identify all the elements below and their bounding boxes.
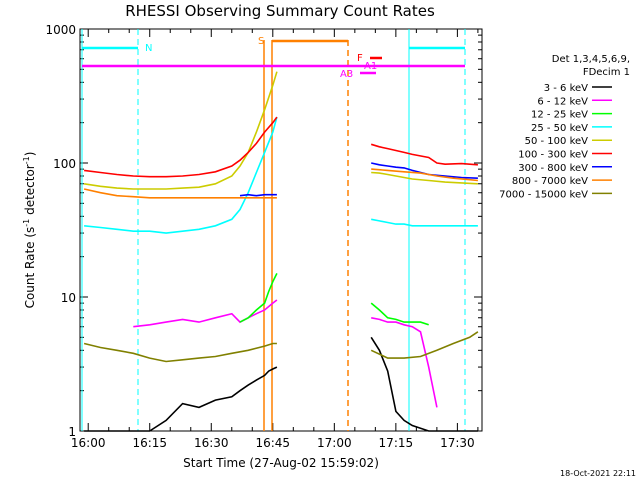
marker-lines xyxy=(81,29,466,431)
annotation-a1: A1 xyxy=(364,61,377,72)
annotation-f: F xyxy=(357,53,363,64)
legend-label: 100 - 300 keV xyxy=(518,150,588,161)
series-line xyxy=(84,116,278,234)
legend-label: 25 - 50 keV xyxy=(531,123,588,134)
series-line xyxy=(239,193,277,197)
series-line-after-gap xyxy=(371,168,478,182)
series-line xyxy=(83,116,278,178)
series-line xyxy=(83,188,277,199)
series-line-after-gap xyxy=(370,336,478,432)
legend-label: 7000 - 15000 keV xyxy=(499,189,588,200)
x-tick-label: 16:30 xyxy=(194,436,229,450)
y-tick-label: 1 xyxy=(68,425,76,439)
legend-label: 800 - 7000 keV xyxy=(512,176,588,187)
y-tick-label: 1000 xyxy=(45,23,76,37)
series-line-after-gap xyxy=(370,143,478,166)
annotation-labels: N S F A1 A3 xyxy=(145,36,377,80)
x-axis-label: Start Time (27-Aug-02 15:59:02) xyxy=(183,456,379,470)
data-series xyxy=(83,71,479,432)
y-axis-label: Count Rate (s-1 detector-1) xyxy=(22,152,37,309)
flag-bars xyxy=(82,39,465,75)
series-line-after-gap xyxy=(371,317,438,408)
x-tick-label: 17:15 xyxy=(379,436,414,450)
series-line-after-gap xyxy=(371,218,478,227)
y-tick-label: 10 xyxy=(61,291,76,305)
legend-label: 300 - 800 keV xyxy=(518,163,588,174)
legend: Det 1,3,4,5,6,9, FDecim 1 3 - 6 keV 6 - 1… xyxy=(499,54,630,200)
legend-header-line-2: FDecim 1 xyxy=(583,67,630,78)
series-line xyxy=(133,299,278,328)
annotation-n: N xyxy=(145,43,152,54)
legend-header-line-1: Det 1,3,4,5,6,9, xyxy=(552,54,630,65)
x-tick-label: 16:15 xyxy=(132,436,167,450)
annotation-s: S xyxy=(258,36,264,47)
legend-label: 3 - 6 keV xyxy=(544,83,588,94)
series-line-after-gap xyxy=(370,331,479,359)
y-tick-label: 100 xyxy=(53,157,76,171)
footer-date: 18-Oct-2021 22:11 xyxy=(560,469,636,478)
legend-label: 6 - 12 keV xyxy=(537,96,588,107)
series-line-after-gap xyxy=(371,162,478,179)
series-line xyxy=(84,366,278,432)
legend-label: 50 - 100 keV xyxy=(525,136,589,147)
annotation-a3: A3 xyxy=(340,69,353,80)
legend-label: 12 - 25 keV xyxy=(531,110,588,121)
series-line-after-gap xyxy=(370,302,429,326)
series-line-after-gap xyxy=(371,171,478,185)
x-ticks: 16:00 16:15 16:30 16:45 17:00 17:15 17:30 xyxy=(71,29,479,450)
x-tick-label: 16:45 xyxy=(255,436,290,450)
y-ticks: 1 10 100 1000 xyxy=(45,23,482,439)
series-line xyxy=(83,71,278,190)
x-tick-label: 17:00 xyxy=(317,436,352,450)
series-line xyxy=(83,342,277,363)
chart-title: RHESSI Observing Summary Count Rates xyxy=(125,2,435,20)
plot-frame xyxy=(79,28,483,432)
x-tick-label: 17:30 xyxy=(440,436,475,450)
series-line xyxy=(239,273,278,323)
x-tick-label: 16:00 xyxy=(71,436,106,450)
